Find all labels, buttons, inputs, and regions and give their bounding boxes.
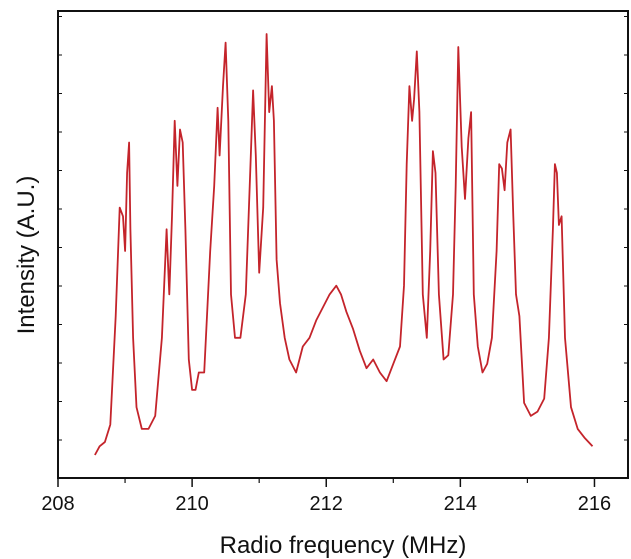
x-tick-labels: 208 210 212 214 216 xyxy=(41,493,611,515)
x-tick-label: 212 xyxy=(310,493,343,515)
x-tick-label: 208 xyxy=(41,493,74,515)
x-axis-label: Radio frequency (MHz) xyxy=(220,532,467,559)
x-tick-label: 216 xyxy=(578,493,611,515)
x-tick-label: 210 xyxy=(175,493,208,515)
plot-frame xyxy=(57,10,629,479)
x-ticks xyxy=(57,478,596,487)
y-ticks xyxy=(58,16,628,441)
series-line xyxy=(94,33,594,456)
x-tick-label: 214 xyxy=(444,493,477,515)
y-axis-label: Intensity (A.U.) xyxy=(13,176,40,335)
